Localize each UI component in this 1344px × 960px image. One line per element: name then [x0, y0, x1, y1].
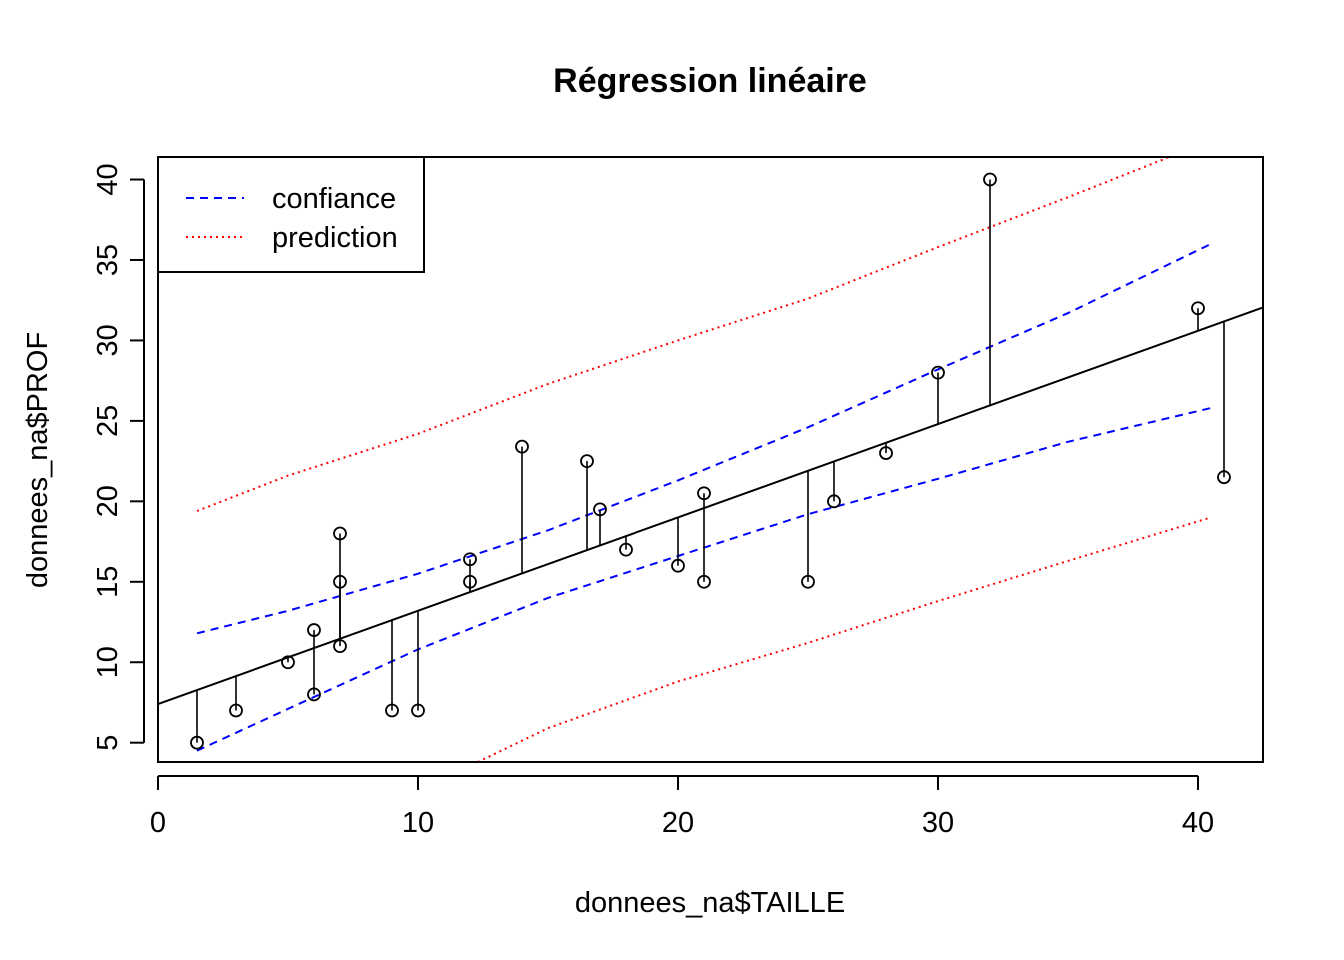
regression-line	[157, 306, 1264, 706]
data-point	[463, 574, 477, 589]
data-point	[333, 639, 347, 654]
data-point	[619, 542, 633, 557]
plot-frame	[157, 156, 1264, 763]
data-point	[333, 526, 347, 541]
legend: confiance prediction	[157, 156, 425, 273]
x-axis-label: donnees_na$TAILLE	[575, 887, 845, 919]
data-point	[983, 172, 997, 187]
data-point	[463, 552, 477, 567]
data-point	[307, 687, 321, 702]
confiance-upper-band	[196, 242, 1212, 635]
data-point	[515, 439, 529, 454]
data-point	[229, 703, 243, 718]
x-axis: 0 10 20 30 40	[150, 775, 1214, 839]
data-point	[801, 574, 815, 589]
data-point	[411, 703, 425, 718]
data-point	[697, 486, 711, 501]
x-tick-label: 30	[922, 807, 954, 839]
data-point	[281, 655, 295, 670]
data-point	[827, 494, 841, 509]
data-point	[593, 502, 607, 517]
x-tick-label: 10	[402, 807, 434, 839]
prediction-lower-band	[477, 516, 1212, 763]
y-axis-label: donnees_na$PROF	[22, 332, 54, 588]
y-tick-label: 35	[92, 244, 124, 276]
plot-content	[157, 156, 1264, 763]
legend-label-confiance: confiance	[272, 183, 396, 215]
y-tick-label: 25	[92, 405, 124, 437]
y-tick-label: 40	[92, 163, 124, 195]
data-point	[307, 623, 321, 637]
data-point	[1191, 301, 1205, 316]
y-tick-label: 20	[92, 485, 124, 517]
data-point	[580, 454, 594, 469]
y-tick-label: 30	[92, 324, 124, 356]
data-point	[190, 735, 204, 750]
prediction-upper-band	[196, 156, 1170, 512]
data-point	[671, 558, 685, 573]
x-tick-label: 0	[150, 807, 166, 839]
x-tick-label: 40	[1182, 807, 1214, 839]
x-tick-label: 20	[662, 807, 694, 839]
data-point	[333, 574, 347, 589]
data-point	[931, 365, 945, 380]
data-point	[385, 703, 399, 718]
data-point	[879, 446, 893, 460]
y-tick-label: 15	[92, 566, 124, 598]
y-axis: 5 10 15 20 25 30 35 40	[92, 163, 145, 751]
y-tick-label: 10	[92, 646, 124, 678]
legend-box	[157, 156, 425, 273]
y-tick-label: 5	[92, 735, 124, 751]
chart-title: Régression linéaire	[553, 62, 867, 100]
legend-label-prediction: prediction	[272, 222, 398, 254]
data-point	[697, 574, 711, 589]
data-point	[1217, 470, 1231, 485]
